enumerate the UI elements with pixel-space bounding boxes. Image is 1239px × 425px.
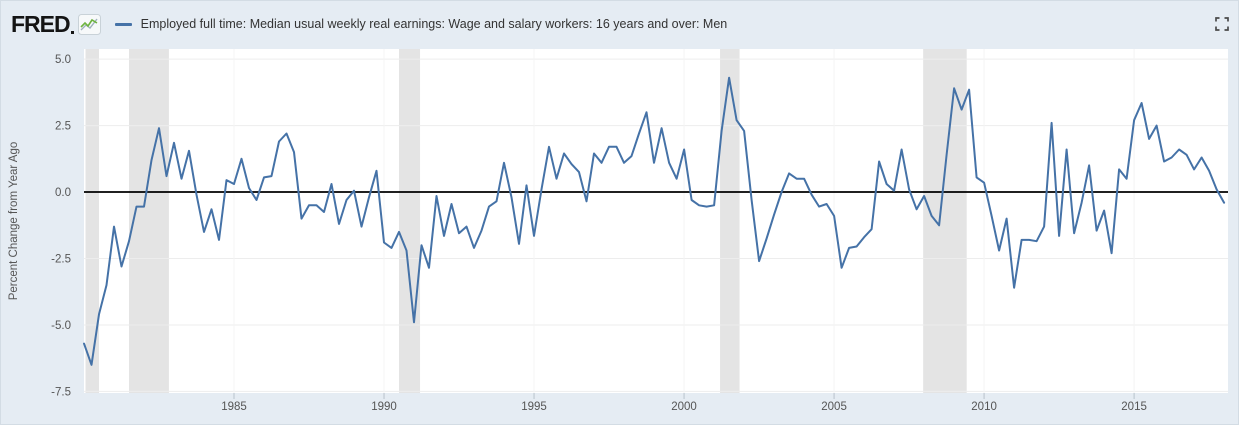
x-tick-label: 1985	[221, 401, 247, 413]
recession-band	[85, 49, 100, 393]
legend-line-swatch	[114, 22, 132, 26]
y-axis-title: Percent Change from Year Ago	[8, 142, 20, 301]
x-tick-label: 2005	[821, 401, 847, 413]
y-tick-label: -5.0	[51, 320, 71, 332]
y-tick-label: 5.0	[55, 54, 71, 66]
recession-band	[923, 49, 967, 393]
recession-band	[129, 49, 169, 393]
recession-band	[720, 49, 740, 393]
series-line	[83, 76, 1226, 366]
x-tick-label: 1990	[371, 401, 397, 413]
plot-background	[84, 49, 1228, 393]
fullscreen-icon[interactable]	[1215, 17, 1229, 31]
fred-logo[interactable]: FRED	[11, 10, 74, 37]
fred-logo-text: FRED	[11, 10, 71, 37]
x-tick-label: 2000	[671, 401, 697, 413]
x-tick-label: 2015	[1121, 401, 1147, 413]
registered-mark-dot	[70, 30, 74, 34]
x-tick-label: 2010	[971, 401, 997, 413]
header: FRED Employed full time: Median usual we…	[11, 10, 727, 38]
y-tick-label: 2.5	[55, 121, 71, 133]
x-tick-label: 1995	[521, 401, 547, 413]
legend-series-label: Employed full time: Median usual weekly …	[140, 17, 728, 31]
y-tick-label: -2.5	[51, 253, 71, 265]
fred-sparkline-icon	[77, 13, 101, 35]
recession-band	[399, 49, 421, 393]
y-tick-label: 0.0	[55, 187, 71, 199]
y-tick-label: -7.5	[51, 386, 71, 398]
